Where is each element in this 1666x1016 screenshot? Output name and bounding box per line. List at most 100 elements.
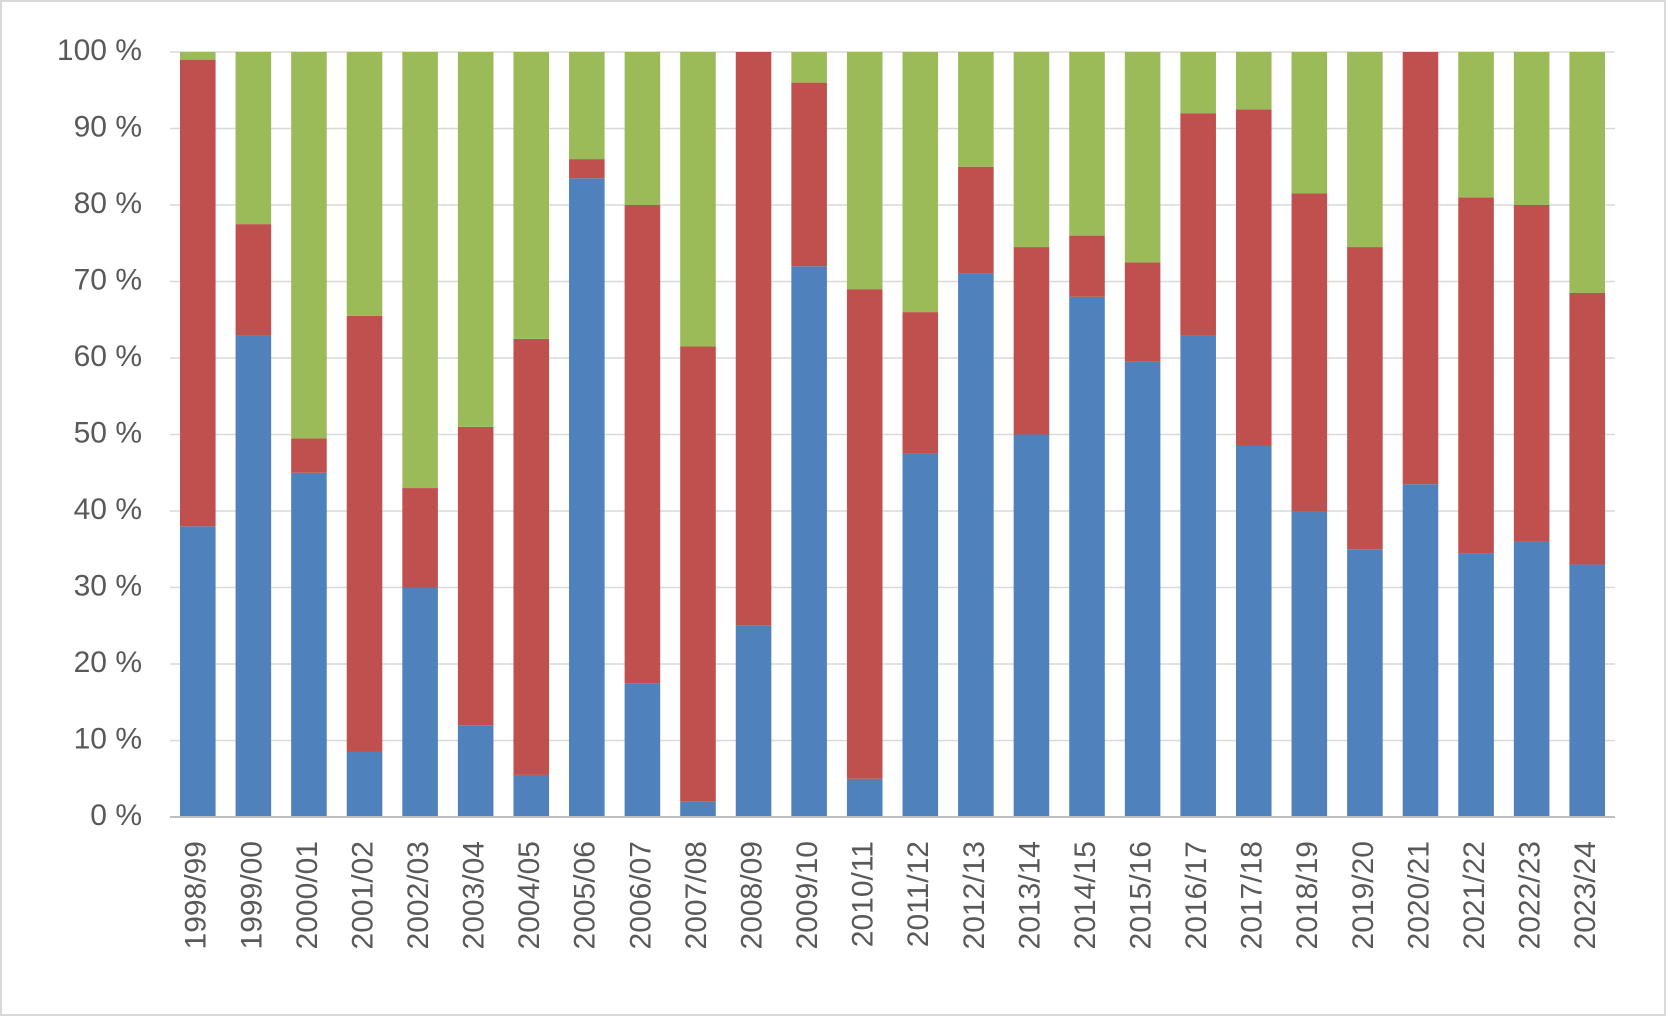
bar-segment xyxy=(846,289,883,779)
bar-segment xyxy=(958,166,994,274)
bar-segment xyxy=(235,52,272,225)
bar-segment xyxy=(569,159,605,179)
bar-segment xyxy=(402,587,438,817)
bar-segment xyxy=(1513,541,1550,817)
bar-segment xyxy=(1291,511,1328,817)
bar-segment xyxy=(402,52,438,489)
bar-segment xyxy=(1013,52,1050,248)
bar-segment xyxy=(235,335,272,817)
y-tick-label: 90 % xyxy=(74,110,142,143)
x-tick-label: 2004/05 xyxy=(513,841,546,949)
y-tick-label: 70 % xyxy=(74,263,142,296)
bar-segment xyxy=(1069,52,1105,236)
bar-segment xyxy=(1513,52,1550,205)
x-tick-label: 2005/06 xyxy=(569,841,602,949)
bar-segment xyxy=(624,683,661,817)
bar-segment xyxy=(457,725,494,817)
bar-segment xyxy=(1235,52,1272,110)
bar-segment xyxy=(1013,434,1050,817)
bar-segment xyxy=(1402,52,1439,485)
bar-segment xyxy=(1458,553,1494,817)
y-tick-label: 0 % xyxy=(90,799,142,832)
bar-segment xyxy=(1458,197,1494,554)
bar-segment xyxy=(1291,193,1328,511)
bar-segment xyxy=(902,312,939,454)
bar-segment xyxy=(958,273,994,818)
x-tick-label: 2023/24 xyxy=(1569,841,1602,949)
x-tick-label: 2006/07 xyxy=(624,841,657,949)
y-tick-label: 60 % xyxy=(74,340,142,373)
bar-segment xyxy=(1180,113,1216,336)
bar-segment xyxy=(1569,52,1605,293)
y-tick-label: 30 % xyxy=(74,569,142,602)
x-tick-label: 2021/22 xyxy=(1458,841,1491,949)
bar-segment xyxy=(1569,564,1605,817)
bar-segment xyxy=(291,52,327,439)
x-tick-label: 2016/17 xyxy=(1180,841,1213,949)
x-tick-label: 2017/18 xyxy=(1236,841,1269,949)
bar-segment xyxy=(346,751,383,817)
x-tick-label: 2008/09 xyxy=(735,841,768,949)
x-tick-label: 2010/11 xyxy=(847,841,880,947)
bar-segment xyxy=(346,315,383,752)
y-tick-label: 50 % xyxy=(74,416,142,449)
y-tick-label: 100 % xyxy=(57,34,142,67)
bar-segment xyxy=(235,224,272,336)
bar-segment xyxy=(1569,292,1605,565)
bar-segment xyxy=(680,346,716,802)
bar-segment xyxy=(180,526,216,817)
x-tick-label: 2000/01 xyxy=(291,841,324,949)
bar-segment xyxy=(1069,296,1105,817)
bar-segment xyxy=(680,801,716,817)
x-tick-label: 2012/13 xyxy=(958,841,991,949)
bar-segment xyxy=(291,438,327,473)
bar-segment xyxy=(1180,335,1216,817)
bar-segment xyxy=(1458,52,1494,198)
x-tick-label: 1998/99 xyxy=(180,841,213,949)
x-tick-label: 2011/12 xyxy=(902,841,935,947)
bar-segment xyxy=(958,52,994,167)
x-tick-label: 2019/20 xyxy=(1347,841,1380,949)
bar-segment xyxy=(569,52,605,160)
bar-segment xyxy=(1402,484,1439,817)
x-tick-label: 2009/10 xyxy=(791,841,824,949)
x-tick-label: 2014/15 xyxy=(1069,841,1102,949)
x-tick-label: 1999/00 xyxy=(235,841,268,949)
bar-segment xyxy=(902,52,939,313)
x-tick-label: 2020/21 xyxy=(1402,841,1435,949)
bar-segment xyxy=(180,52,216,60)
x-tick-label: 2015/16 xyxy=(1125,841,1158,949)
x-tick-label: 2018/19 xyxy=(1291,841,1324,949)
bar-segment xyxy=(735,52,772,626)
bar-segment xyxy=(457,426,494,726)
bar-segment xyxy=(513,774,550,817)
bar-segment xyxy=(846,52,883,290)
bar-segment xyxy=(346,52,383,316)
bar-segment xyxy=(402,488,438,588)
bar-segment xyxy=(513,338,550,775)
bar-segment xyxy=(624,52,661,205)
bar-segment xyxy=(791,266,827,817)
bar-segment xyxy=(1291,52,1328,194)
x-tick-label: 2001/02 xyxy=(346,841,379,949)
bar-segment xyxy=(457,52,494,427)
bar-segment xyxy=(846,778,883,817)
y-tick-label: 80 % xyxy=(74,187,142,220)
bar-segment xyxy=(624,205,661,684)
bar-segment xyxy=(1124,52,1161,263)
bar-segment xyxy=(1069,235,1105,297)
bar-segment xyxy=(1124,262,1161,362)
x-tick-label: 2013/14 xyxy=(1013,841,1046,949)
bar-segment xyxy=(791,82,827,267)
bar-segment xyxy=(902,453,939,817)
x-tick-label: 2003/04 xyxy=(458,841,491,949)
bar-segment xyxy=(735,625,772,817)
bar-segment xyxy=(1235,445,1272,817)
bar-segment xyxy=(180,59,216,527)
bar-segment xyxy=(791,52,827,83)
x-tick-label: 2022/23 xyxy=(1514,841,1547,949)
bar-segment xyxy=(1013,247,1050,435)
x-tick-label: 2007/08 xyxy=(680,841,713,949)
